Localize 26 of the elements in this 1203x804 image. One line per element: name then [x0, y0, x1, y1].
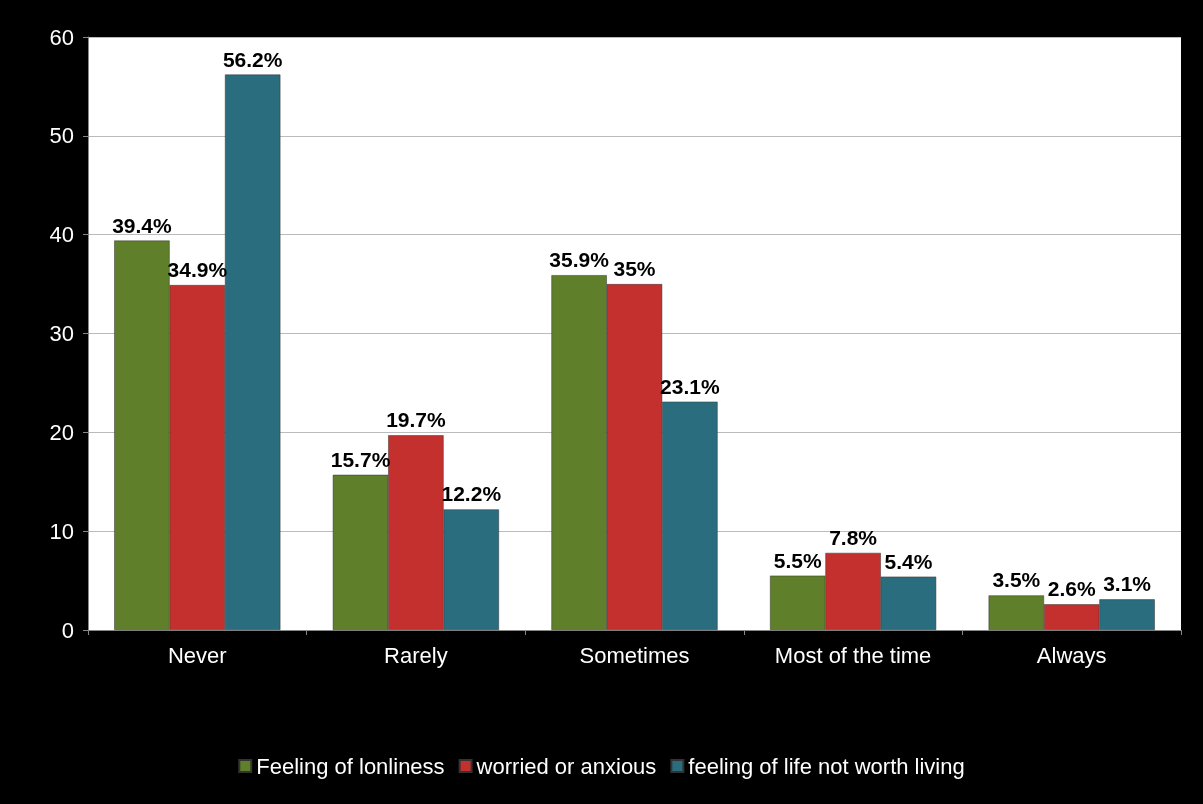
y-tick-label: 30 [49, 321, 74, 346]
data-label: 3.1% [1103, 572, 1152, 596]
x-tick-label: Rarely [384, 642, 448, 668]
data-label: 56.2% [222, 47, 283, 71]
legend-label: Feeling of lonliness [256, 753, 445, 779]
x-tick-label: Never [167, 642, 227, 668]
x-tick-label: Most of the time [774, 642, 932, 668]
data-label: 35% [613, 257, 656, 281]
y-tick-label: 40 [49, 222, 74, 248]
x-tick-label: Always [1036, 642, 1107, 668]
data-label: 19.7% [386, 408, 446, 432]
data-label: 35.9% [549, 248, 610, 272]
y-tick-label: 10 [49, 518, 74, 544]
y-tick-label: 0 [61, 617, 74, 643]
data-label: 7.8% [829, 525, 878, 549]
y-tick-label: 20 [49, 419, 74, 445]
x-tick-label: Sometimes [579, 642, 690, 668]
y-tick-label: 60 [49, 24, 74, 50]
data-label: 5.5% [773, 548, 822, 572]
data-label: 5.4% [884, 549, 933, 573]
y-tick-label: 50 [49, 123, 74, 149]
data-label: 39.4% [112, 213, 173, 237]
legend-label: worried or anxious [475, 753, 657, 779]
legend-label: feeling of life not worth living [688, 753, 965, 779]
data-label: 2.6% [1047, 577, 1096, 601]
data-label: 3.5% [992, 568, 1041, 592]
